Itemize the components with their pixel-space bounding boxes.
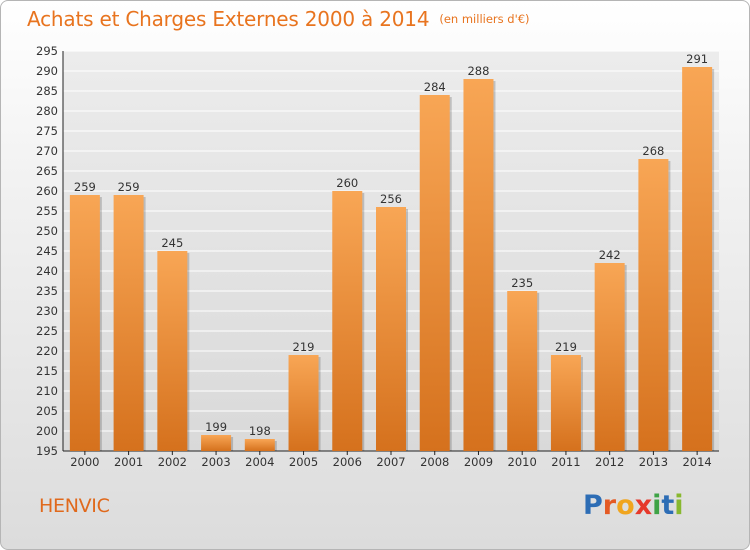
y-tick-label: 220 bbox=[36, 344, 58, 358]
x-tick-label: 2010 bbox=[508, 455, 537, 469]
logo-letter: x bbox=[634, 490, 653, 521]
bar bbox=[288, 355, 319, 451]
bar bbox=[507, 291, 538, 451]
bar bbox=[244, 439, 275, 451]
logo-letter: i bbox=[652, 490, 662, 521]
bar bbox=[157, 251, 188, 451]
x-tick-label: 2001 bbox=[114, 455, 143, 469]
bar bbox=[550, 355, 581, 451]
data-label: 219 bbox=[293, 340, 315, 354]
y-tick-label: 260 bbox=[36, 184, 58, 198]
y-tick-label: 255 bbox=[36, 204, 58, 218]
y-tick-label: 200 bbox=[36, 424, 58, 438]
y-tick-label: 290 bbox=[36, 64, 58, 78]
bar bbox=[201, 435, 232, 451]
bar bbox=[113, 195, 144, 451]
y-tick-label: 270 bbox=[36, 144, 58, 158]
y-tick-label: 210 bbox=[36, 384, 58, 398]
x-tick-label: 2004 bbox=[245, 455, 274, 469]
bar bbox=[594, 263, 625, 451]
data-label: 259 bbox=[118, 180, 140, 194]
proxiti-logo: Proxiti bbox=[583, 490, 684, 521]
data-label: 288 bbox=[467, 64, 489, 78]
chart-title: Achats et Charges Externes 2000 à 2014 bbox=[27, 7, 430, 31]
bar bbox=[682, 67, 713, 451]
y-tick-label: 265 bbox=[36, 164, 58, 178]
x-tick-label: 2014 bbox=[682, 455, 711, 469]
y-tick-label: 250 bbox=[36, 224, 58, 238]
data-label: 284 bbox=[424, 80, 446, 94]
data-label: 260 bbox=[336, 176, 358, 190]
y-tick-label: 195 bbox=[36, 444, 58, 458]
chart-title-block: Achats et Charges Externes 2000 à 2014 (e… bbox=[27, 7, 530, 31]
y-tick-label: 215 bbox=[36, 364, 58, 378]
bar bbox=[638, 159, 669, 451]
x-tick-label: 2007 bbox=[376, 455, 405, 469]
bar bbox=[332, 191, 363, 451]
place-name: HENVIC bbox=[39, 495, 110, 517]
bar bbox=[463, 79, 494, 451]
bar bbox=[69, 195, 100, 451]
y-tick-label: 235 bbox=[36, 284, 58, 298]
y-tick-label: 245 bbox=[36, 244, 58, 258]
data-label: 245 bbox=[161, 236, 183, 250]
data-label: 199 bbox=[205, 420, 227, 434]
x-tick-label: 2013 bbox=[639, 455, 668, 469]
logo-letter: r bbox=[602, 490, 617, 521]
y-tick-label: 230 bbox=[36, 304, 58, 318]
y-tick-label: 275 bbox=[36, 124, 58, 138]
logo-letter: P bbox=[583, 490, 603, 521]
y-tick-label: 280 bbox=[36, 104, 58, 118]
y-tick-label: 205 bbox=[36, 404, 58, 418]
x-tick-label: 2006 bbox=[333, 455, 362, 469]
y-tick-label: 225 bbox=[36, 324, 58, 338]
data-label: 235 bbox=[511, 276, 533, 290]
x-tick-label: 2008 bbox=[420, 455, 449, 469]
x-tick-label: 2005 bbox=[289, 455, 318, 469]
chart-unit-note: (en milliers d'€) bbox=[439, 12, 530, 26]
data-label: 219 bbox=[555, 340, 577, 354]
data-label: 259 bbox=[74, 180, 96, 194]
data-label: 242 bbox=[599, 248, 621, 262]
logo-letter: i bbox=[674, 490, 684, 521]
x-tick-label: 2002 bbox=[158, 455, 187, 469]
x-tick-label: 2009 bbox=[464, 455, 493, 469]
x-tick-label: 2000 bbox=[70, 455, 99, 469]
logo-letter: o bbox=[616, 490, 635, 521]
logo-letter: t bbox=[661, 490, 675, 521]
y-tick-label: 295 bbox=[36, 44, 58, 58]
data-label: 256 bbox=[380, 192, 402, 206]
y-tick-label: 285 bbox=[36, 84, 58, 98]
bar bbox=[376, 207, 406, 451]
x-tick-label: 2003 bbox=[201, 455, 230, 469]
data-label: 291 bbox=[686, 52, 708, 66]
data-label: 198 bbox=[249, 424, 271, 438]
bar bbox=[419, 95, 450, 451]
x-tick-label: 2011 bbox=[551, 455, 580, 469]
y-tick-label: 240 bbox=[36, 264, 58, 278]
data-label: 268 bbox=[642, 144, 664, 158]
x-tick-label: 2012 bbox=[595, 455, 624, 469]
